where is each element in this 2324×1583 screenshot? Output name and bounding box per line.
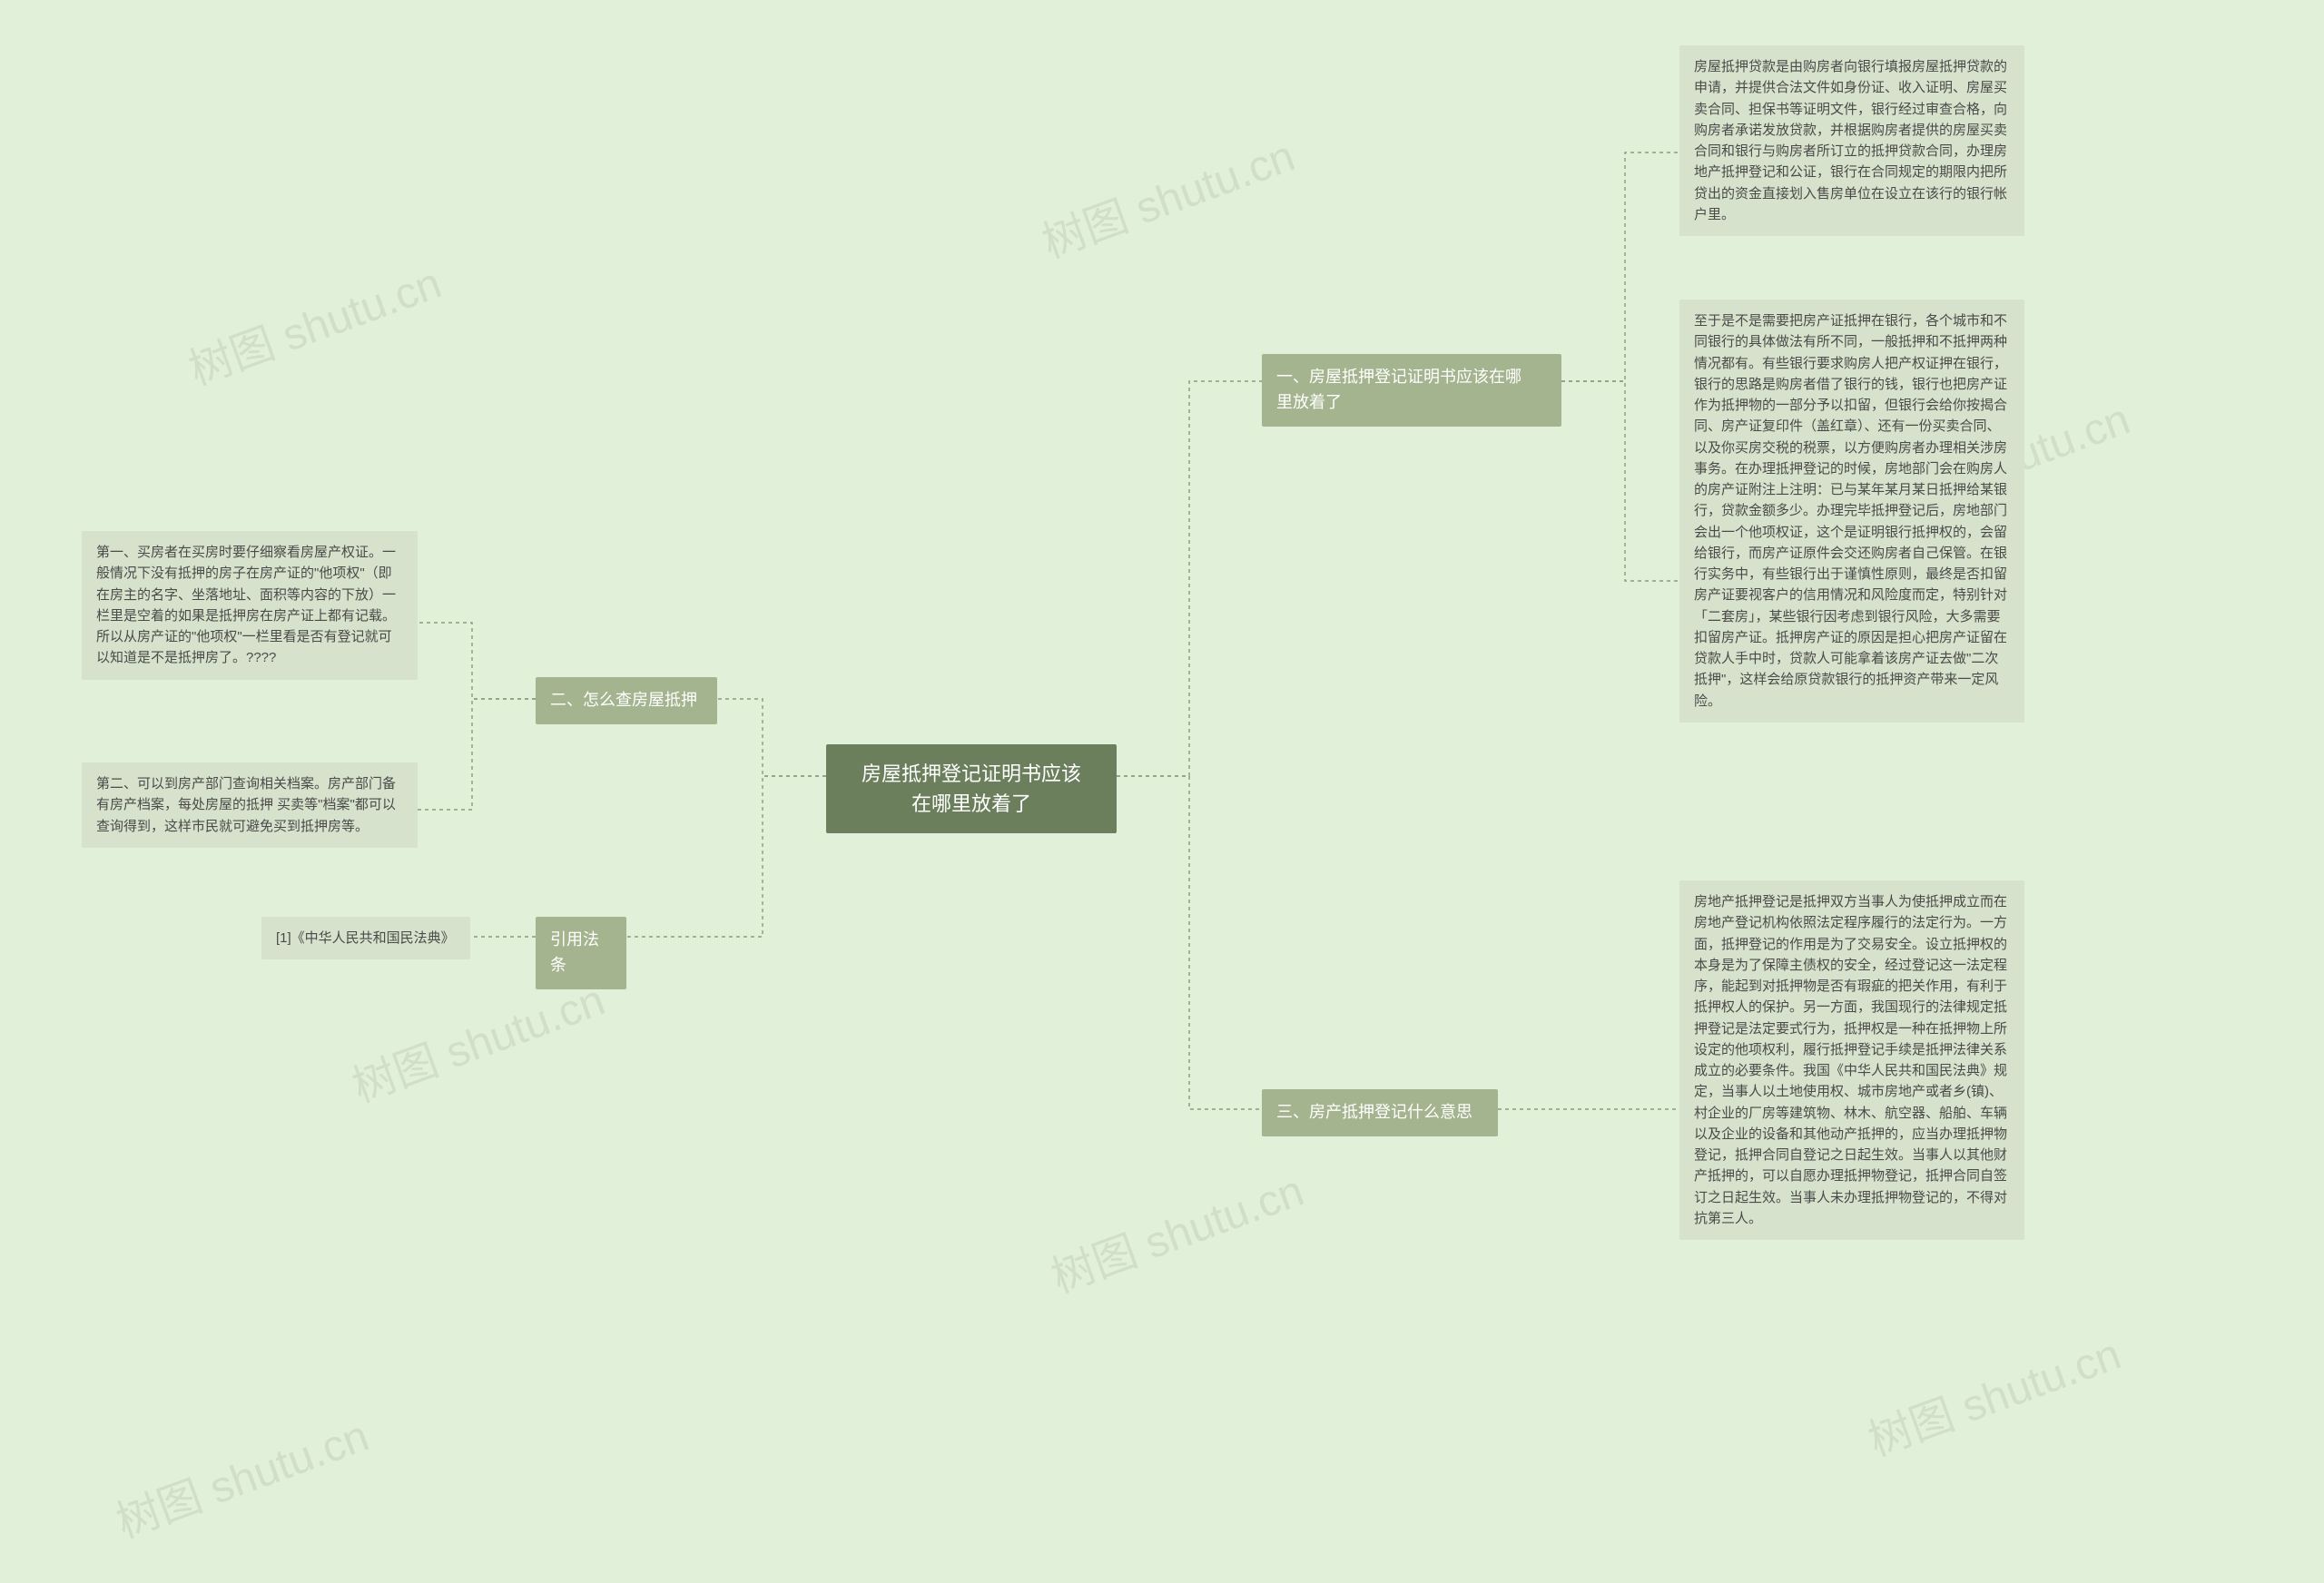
leaf-node: 至于是不是需要把房产证抵押在银行，各个城市和不同银行的具体做法有所不同，一般抵押… bbox=[1679, 300, 2024, 723]
leaf-node: [1]《中华人民共和国民法典》 bbox=[261, 917, 470, 959]
section-node-ref: 引用法条 bbox=[536, 917, 626, 989]
section-node-3: 三、房产抵押登记什么意思 bbox=[1262, 1089, 1498, 1136]
leaf-text: 第二、可以到房产部门查询相关档案。房产部门备有房产档案，每处房屋的抵押 买卖等"… bbox=[96, 776, 396, 834]
leaf-node: 房地产抵押登记是抵押双方当事人为使抵押成立而在房地产登记机构依照法定程序履行的法… bbox=[1679, 880, 2024, 1240]
leaf-text: 房地产抵押登记是抵押双方当事人为使抵押成立而在房地产登记机构依照法定程序履行的法… bbox=[1694, 894, 2007, 1226]
watermark: 树图 shutu.cn bbox=[1041, 1155, 1311, 1304]
watermark: 树图 shutu.cn bbox=[106, 1400, 376, 1549]
leaf-text: 第一、买房者在买房时要仔细察看房屋产权证。一般情况下没有抵押的房子在房产证的"他… bbox=[96, 545, 396, 665]
section-node-2: 二、怎么查房屋抵押 bbox=[536, 677, 717, 724]
section-3-label: 三、房产抵押登记什么意思 bbox=[1276, 1103, 1472, 1121]
watermark: 树图 shutu.cn bbox=[1032, 120, 1302, 270]
leaf-text: 房屋抵押贷款是由购房者向银行填报房屋抵押贷款的申请，并提供合法文件如身份证、收入… bbox=[1694, 59, 2007, 222]
leaf-text: 至于是不是需要把房产证抵押在银行，各个城市和不同银行的具体做法有所不同，一般抵押… bbox=[1694, 313, 2007, 709]
leaf-node: 房屋抵押贷款是由购房者向银行填报房屋抵押贷款的申请，并提供合法文件如身份证、收入… bbox=[1679, 45, 2024, 236]
leaf-node: 第二、可以到房产部门查询相关档案。房产部门备有房产档案，每处房屋的抵押 买卖等"… bbox=[82, 762, 418, 848]
root-title: 房屋抵押登记证明书应该 在哪里放着了 bbox=[862, 762, 1081, 815]
leaf-node: 第一、买房者在买房时要仔细察看房屋产权证。一般情况下没有抵押的房子在房产证的"他… bbox=[82, 531, 418, 680]
leaf-text: [1]《中华人民共和国民法典》 bbox=[276, 930, 455, 946]
watermark: 树图 shutu.cn bbox=[1858, 1318, 2128, 1468]
section-1-label: 一、房屋抵押登记证明书应该在哪 里放着了 bbox=[1276, 368, 1521, 411]
section-node-1: 一、房屋抵押登记证明书应该在哪 里放着了 bbox=[1262, 354, 1561, 427]
section-2-label: 二、怎么查房屋抵押 bbox=[550, 691, 697, 709]
section-ref-label: 引用法条 bbox=[550, 930, 599, 974]
mindmap-root: 房屋抵押登记证明书应该 在哪里放着了 bbox=[826, 744, 1117, 833]
watermark: 树图 shutu.cn bbox=[179, 247, 448, 397]
